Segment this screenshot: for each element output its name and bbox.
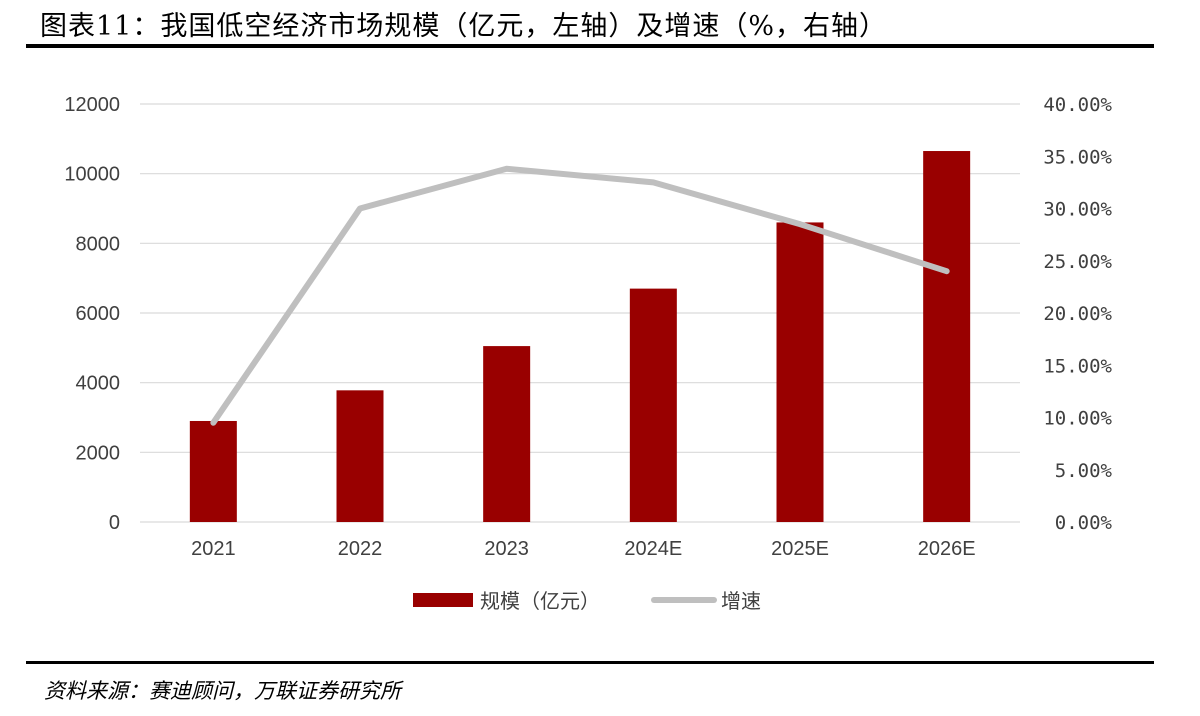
x-tick-label: 2025E bbox=[771, 538, 829, 560]
bar bbox=[189, 420, 237, 522]
bar-series bbox=[189, 151, 971, 522]
left-tick-label: 12000 bbox=[64, 94, 120, 116]
legend-label-bar: 规模（亿元） bbox=[480, 589, 600, 613]
left-tick-label: 4000 bbox=[76, 373, 121, 395]
x-tick-label: 2023 bbox=[484, 538, 529, 560]
right-tick-label: 0.00% bbox=[1055, 512, 1113, 534]
left-tick-label: 2000 bbox=[76, 442, 121, 464]
growth-line bbox=[210, 165, 950, 426]
title-rule bbox=[26, 44, 1154, 48]
right-tick-label: 35.00% bbox=[1043, 146, 1112, 168]
x-tick-label: 2024E bbox=[624, 538, 682, 560]
x-tick-label: 2022 bbox=[338, 538, 383, 560]
bar bbox=[629, 288, 677, 522]
source-note: 资料来源：赛迪顾问，万联证券研究所 bbox=[44, 679, 401, 703]
right-tick-label: 20.00% bbox=[1043, 303, 1112, 325]
x-tick-label: 2026E bbox=[918, 538, 976, 560]
x-axis-ticks: 2021 2022 2023 2024E 2025E 2026E bbox=[191, 538, 976, 560]
bar bbox=[923, 151, 971, 522]
right-tick-label: 25.00% bbox=[1043, 251, 1112, 273]
right-axis-ticks: 0.00% 5.00% 10.00% 15.00% 20.00% 25.00% 30.00%… bbox=[1043, 94, 1112, 534]
right-tick-label: 10.00% bbox=[1043, 408, 1112, 430]
line-series bbox=[210, 165, 950, 426]
left-tick-label: 10000 bbox=[64, 164, 120, 186]
bar bbox=[776, 222, 824, 522]
gridlines bbox=[140, 103, 1020, 523]
bar bbox=[336, 390, 384, 522]
right-tick-label: 15.00% bbox=[1043, 355, 1112, 377]
source-rule bbox=[26, 661, 1154, 664]
left-tick-label: 6000 bbox=[76, 303, 121, 325]
right-tick-label: 40.00% bbox=[1043, 94, 1112, 116]
bar bbox=[483, 346, 531, 522]
right-tick-label: 5.00% bbox=[1055, 460, 1113, 482]
left-tick-label: 8000 bbox=[76, 233, 121, 255]
left-axis-ticks: 0 2000 4000 6000 8000 10000 12000 bbox=[64, 94, 120, 534]
legend: 规模（亿元） 增速 bbox=[413, 589, 761, 613]
x-tick-label: 2021 bbox=[191, 538, 236, 560]
right-tick-label: 30.00% bbox=[1043, 199, 1112, 221]
chart-title: 图表11：我国低空经济市场规模（亿元，左轴）及增速（%，右轴） bbox=[40, 11, 888, 42]
left-tick-label: 0 bbox=[109, 512, 120, 534]
legend-label-line: 增速 bbox=[721, 589, 761, 613]
legend-swatch-bar bbox=[413, 593, 473, 607]
